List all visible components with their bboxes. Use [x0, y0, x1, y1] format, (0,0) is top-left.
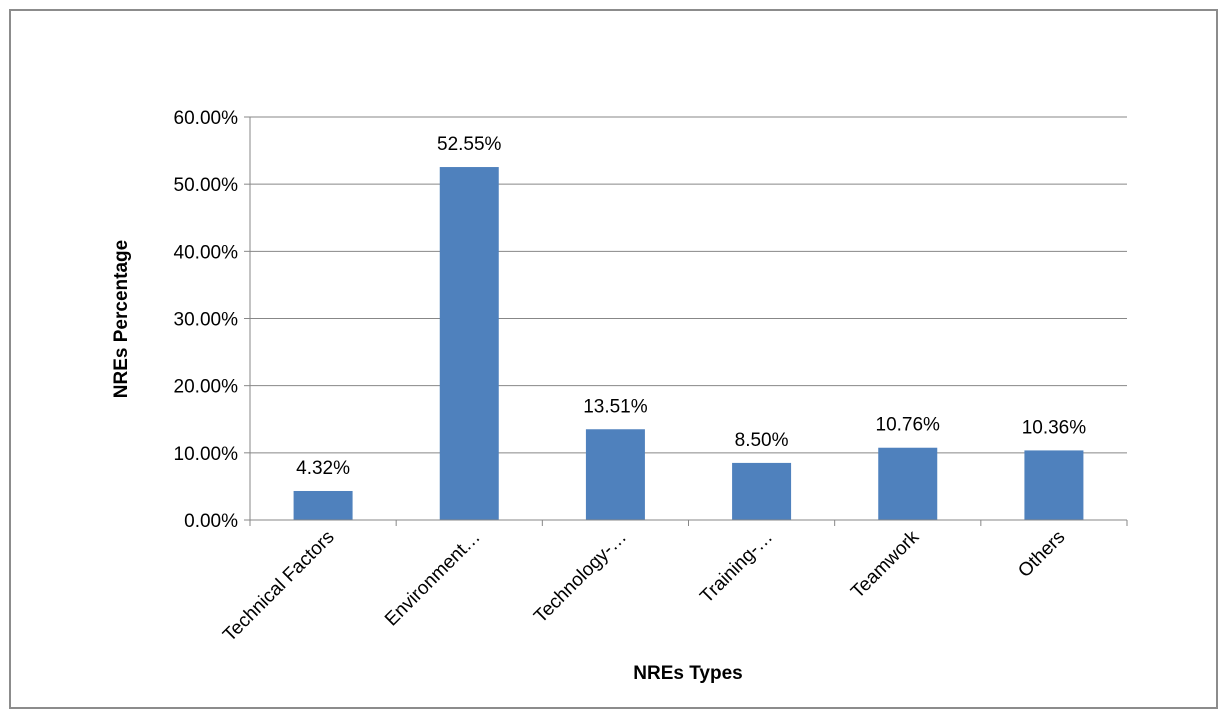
x-tick-label: Technical Factors — [219, 527, 338, 646]
data-label: 10.76% — [876, 415, 941, 436]
bar — [878, 447, 938, 520]
y-axis-title: NREs Percentage — [111, 240, 132, 398]
bar — [1024, 450, 1084, 520]
data-labels: 4.32% 52.55% 13.51% 8.50% 10.76% 10.36% — [296, 134, 1086, 479]
gridlines — [250, 116, 1127, 454]
y-tick-label: 10.00% — [174, 444, 239, 465]
bar — [585, 429, 645, 520]
data-label: 8.50% — [735, 430, 789, 451]
x-tick-labels: Technical Factors Environment… Technology-… — [219, 526, 1069, 646]
axes — [244, 116, 1128, 526]
y-tick-label: 50.00% — [174, 175, 239, 196]
y-tick-label: 60.00% — [174, 108, 239, 129]
bars — [293, 167, 1084, 520]
y-tick-label: 30.00% — [174, 310, 239, 331]
bar — [293, 490, 353, 520]
data-label: 10.36% — [1022, 417, 1087, 438]
bar — [732, 462, 792, 520]
x-tick-label: Technology-… — [530, 527, 631, 628]
data-label: 52.55% — [437, 134, 502, 155]
x-tick-label: Training-… — [696, 527, 777, 608]
x-tick-label: Others — [1014, 527, 1069, 582]
x-axis-title: NREs Types — [633, 663, 742, 684]
bar — [439, 167, 499, 520]
bar-chart: 0.00% 10.00% 20.00% 30.00% 40.00% 50.00% 60.00… — [111, 108, 1128, 684]
y-tick-label: 20.00% — [174, 377, 239, 398]
chart-frame — [9, 9, 1218, 709]
y-tick-label: 0.00% — [184, 511, 238, 532]
x-tick-label: Teamwork — [847, 526, 923, 602]
x-tick-label: Environment… — [381, 527, 485, 631]
y-tick-label: 40.00% — [174, 242, 239, 263]
data-label: 13.51% — [583, 396, 648, 417]
data-label: 4.32% — [296, 458, 350, 479]
y-tick-labels: 0.00% 10.00% 20.00% 30.00% 40.00% 50.00% 60.00… — [174, 108, 239, 532]
